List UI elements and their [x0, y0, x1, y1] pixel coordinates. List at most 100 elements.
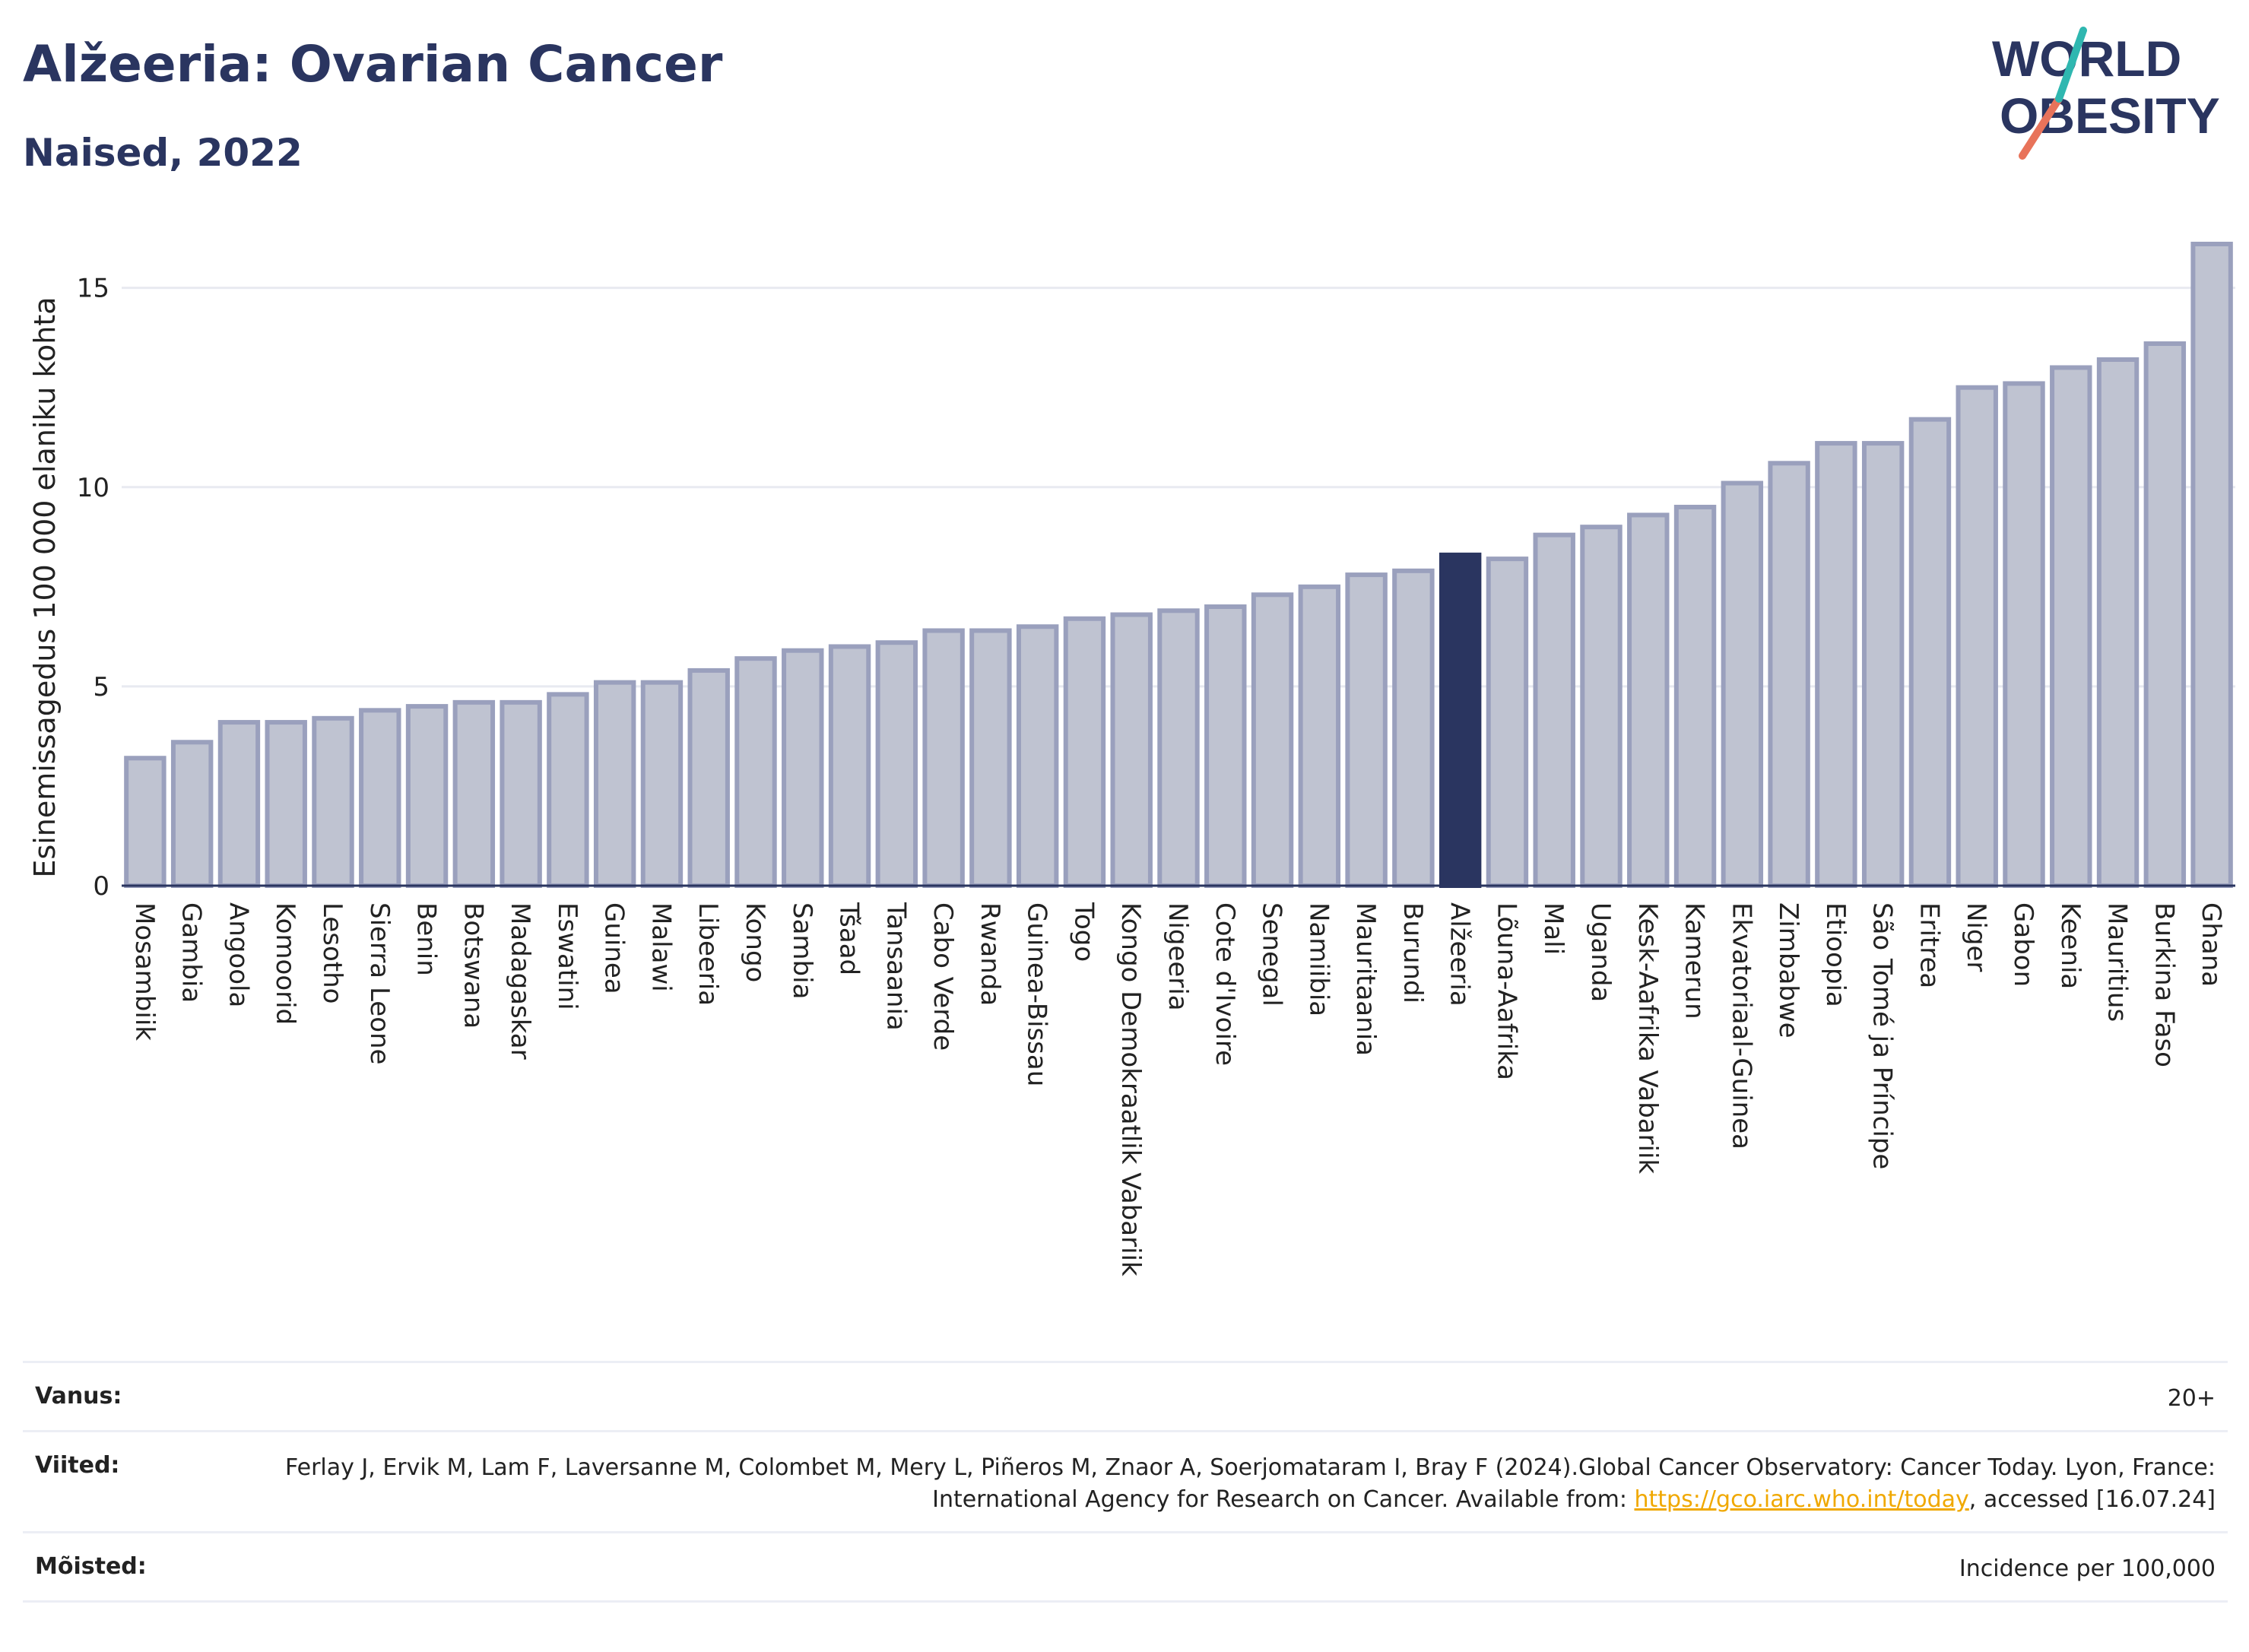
- x-tick-label: Sierra Leone: [364, 902, 395, 1064]
- bar: [312, 715, 354, 888]
- bar: [1204, 604, 1247, 888]
- x-tick-label: Mosambiik: [129, 902, 160, 1041]
- references-text: Ferlay J, Ervik M, Lam F, Laversanne M, …: [285, 1454, 2216, 1513]
- y-axis-label: Esinemissagedus 100 000 elaniku kohta: [28, 296, 62, 877]
- x-tick-label: Madagaskar: [505, 902, 535, 1060]
- bar: [1815, 441, 1857, 888]
- x-tick-label: Gambia: [176, 902, 207, 1003]
- x-tick-label: Malawi: [646, 902, 676, 992]
- bar: [922, 628, 965, 888]
- x-tick-label: Uganda: [1585, 902, 1616, 1002]
- x-tick-label: Kongo Demokraatlik Vabariik: [1115, 902, 1146, 1276]
- bar: [828, 644, 871, 888]
- x-tick-label: Mauritius: [2102, 902, 2133, 1022]
- x-tick-label: Burundi: [1397, 902, 1428, 1004]
- bar: [1392, 568, 1435, 889]
- y-tick-label: 5: [93, 672, 109, 702]
- bar: [1251, 592, 1294, 888]
- x-tick-label: Rwanda: [975, 902, 1005, 1006]
- x-tick-label: Libeeria: [693, 902, 723, 1006]
- bar: [217, 720, 261, 888]
- x-tick-label: Benin: [411, 902, 442, 976]
- bar: [500, 699, 542, 889]
- x-tick-label: Keenia: [2055, 902, 2086, 989]
- age-label: Vanus:: [35, 1383, 122, 1409]
- bar: [1063, 616, 1106, 888]
- bar: [2143, 341, 2187, 889]
- bar: [1533, 532, 1575, 889]
- bar: [124, 756, 167, 888]
- bar: [170, 740, 214, 888]
- x-tick-label: Komoorid: [270, 902, 300, 1025]
- x-tick-label: Eritrea: [1914, 902, 1944, 988]
- bar: [1627, 512, 1670, 888]
- x-tick-label: Lõuna-Aafrika: [1491, 902, 1521, 1080]
- bar: [1908, 417, 1952, 888]
- bar: [1768, 461, 1810, 888]
- x-tick-label: Nigeeria: [1163, 902, 1193, 1011]
- x-tick-label: Mali: [1538, 902, 1569, 955]
- x-tick-label: Cote d'Ivoire: [1210, 902, 1240, 1066]
- x-tick-label: São Tomé ja Príncipe: [1867, 902, 1898, 1169]
- x-tick-label: Angoola: [223, 902, 253, 1007]
- footer-row-age: Vanus: 20+: [23, 1361, 2228, 1430]
- x-tick-label: Botswana: [458, 902, 488, 1029]
- bar: [1110, 612, 1153, 888]
- x-tick-label: Alžeeria: [1445, 902, 1475, 1007]
- bar: [687, 667, 730, 889]
- x-tick-label: Ghana: [2196, 902, 2226, 987]
- footer-row-definitions: Mõisted: Incidence per 100,000: [23, 1531, 2228, 1603]
- bar: [405, 704, 449, 888]
- bar: [265, 720, 307, 888]
- footer-row-references: Viited: Ferlay J, Ervik M, Lam F, Lavers…: [23, 1430, 2228, 1531]
- bar: [547, 692, 589, 889]
- chart-title: Alžeeria: Ovarian Cancer: [23, 35, 723, 94]
- x-tick-label: Guinea-Bissau: [1022, 902, 1052, 1086]
- y-tick-label: 0: [93, 871, 109, 902]
- bar: [1439, 552, 1482, 888]
- y-tick-label: 10: [77, 473, 109, 503]
- bar: [2050, 365, 2092, 888]
- references-accessed: , accessed [16.07.24]: [1968, 1486, 2216, 1513]
- references-link[interactable]: https://gco.iarc.who.int/today: [1634, 1486, 1969, 1513]
- world-obesity-logo: WORLD OBESITY: [1977, 23, 2235, 160]
- bar: [1580, 525, 1623, 888]
- x-tick-label: Guinea: [599, 902, 630, 994]
- age-value: 20+: [2167, 1385, 2216, 1412]
- x-tick-label: Kongo: [740, 902, 770, 982]
- logo-line-1: WORLD: [1992, 30, 2181, 87]
- bar: [1486, 556, 1529, 888]
- bar: [2003, 381, 2045, 889]
- x-tick-label: Eswatini: [552, 902, 582, 1010]
- bar: [1861, 441, 1905, 888]
- x-tick-label: Cabo Verde: [928, 902, 958, 1051]
- bar: [1016, 624, 1059, 888]
- y-tick-label: 15: [77, 274, 109, 304]
- x-tick-label: Sambia: [787, 902, 817, 999]
- bar: [782, 648, 824, 888]
- bar: [1157, 608, 1200, 888]
- x-tick-label: Zimbabwe: [1773, 902, 1803, 1038]
- x-tick-label: Etioopia: [1820, 902, 1851, 1007]
- chart-footer: Vanus: 20+ Viited: Ferlay J, Ervik M, La…: [23, 1361, 2228, 1603]
- x-tick-label: Togo: [1068, 902, 1099, 962]
- bar: [1673, 504, 1717, 889]
- bar: [1956, 385, 1998, 888]
- definitions-value: Incidence per 100,000: [1959, 1555, 2216, 1582]
- x-tick-label: Senegal: [1257, 902, 1287, 1007]
- x-tick-label: Gabon: [2008, 902, 2038, 987]
- references-value: Ferlay J, Ervik M, Lam F, Laversanne M, …: [239, 1452, 2216, 1516]
- x-tick-label: Mauritaania: [1350, 902, 1381, 1056]
- bar: [359, 708, 401, 888]
- bar: [640, 680, 684, 888]
- bar: [734, 656, 777, 888]
- bar: [593, 680, 636, 888]
- definitions-label: Mõisted:: [35, 1553, 147, 1580]
- bar: [969, 628, 1012, 888]
- bar: [1345, 572, 1388, 888]
- x-tick-label: Tšaad: [834, 902, 864, 975]
- bar: [2190, 241, 2233, 888]
- bar-chart: 0 5 10 15 Esinemissagedus 100 000 elaniku ko…: [28, 241, 2235, 1276]
- x-tick-label: Tansaania: [880, 902, 911, 1031]
- bar: [1298, 584, 1341, 888]
